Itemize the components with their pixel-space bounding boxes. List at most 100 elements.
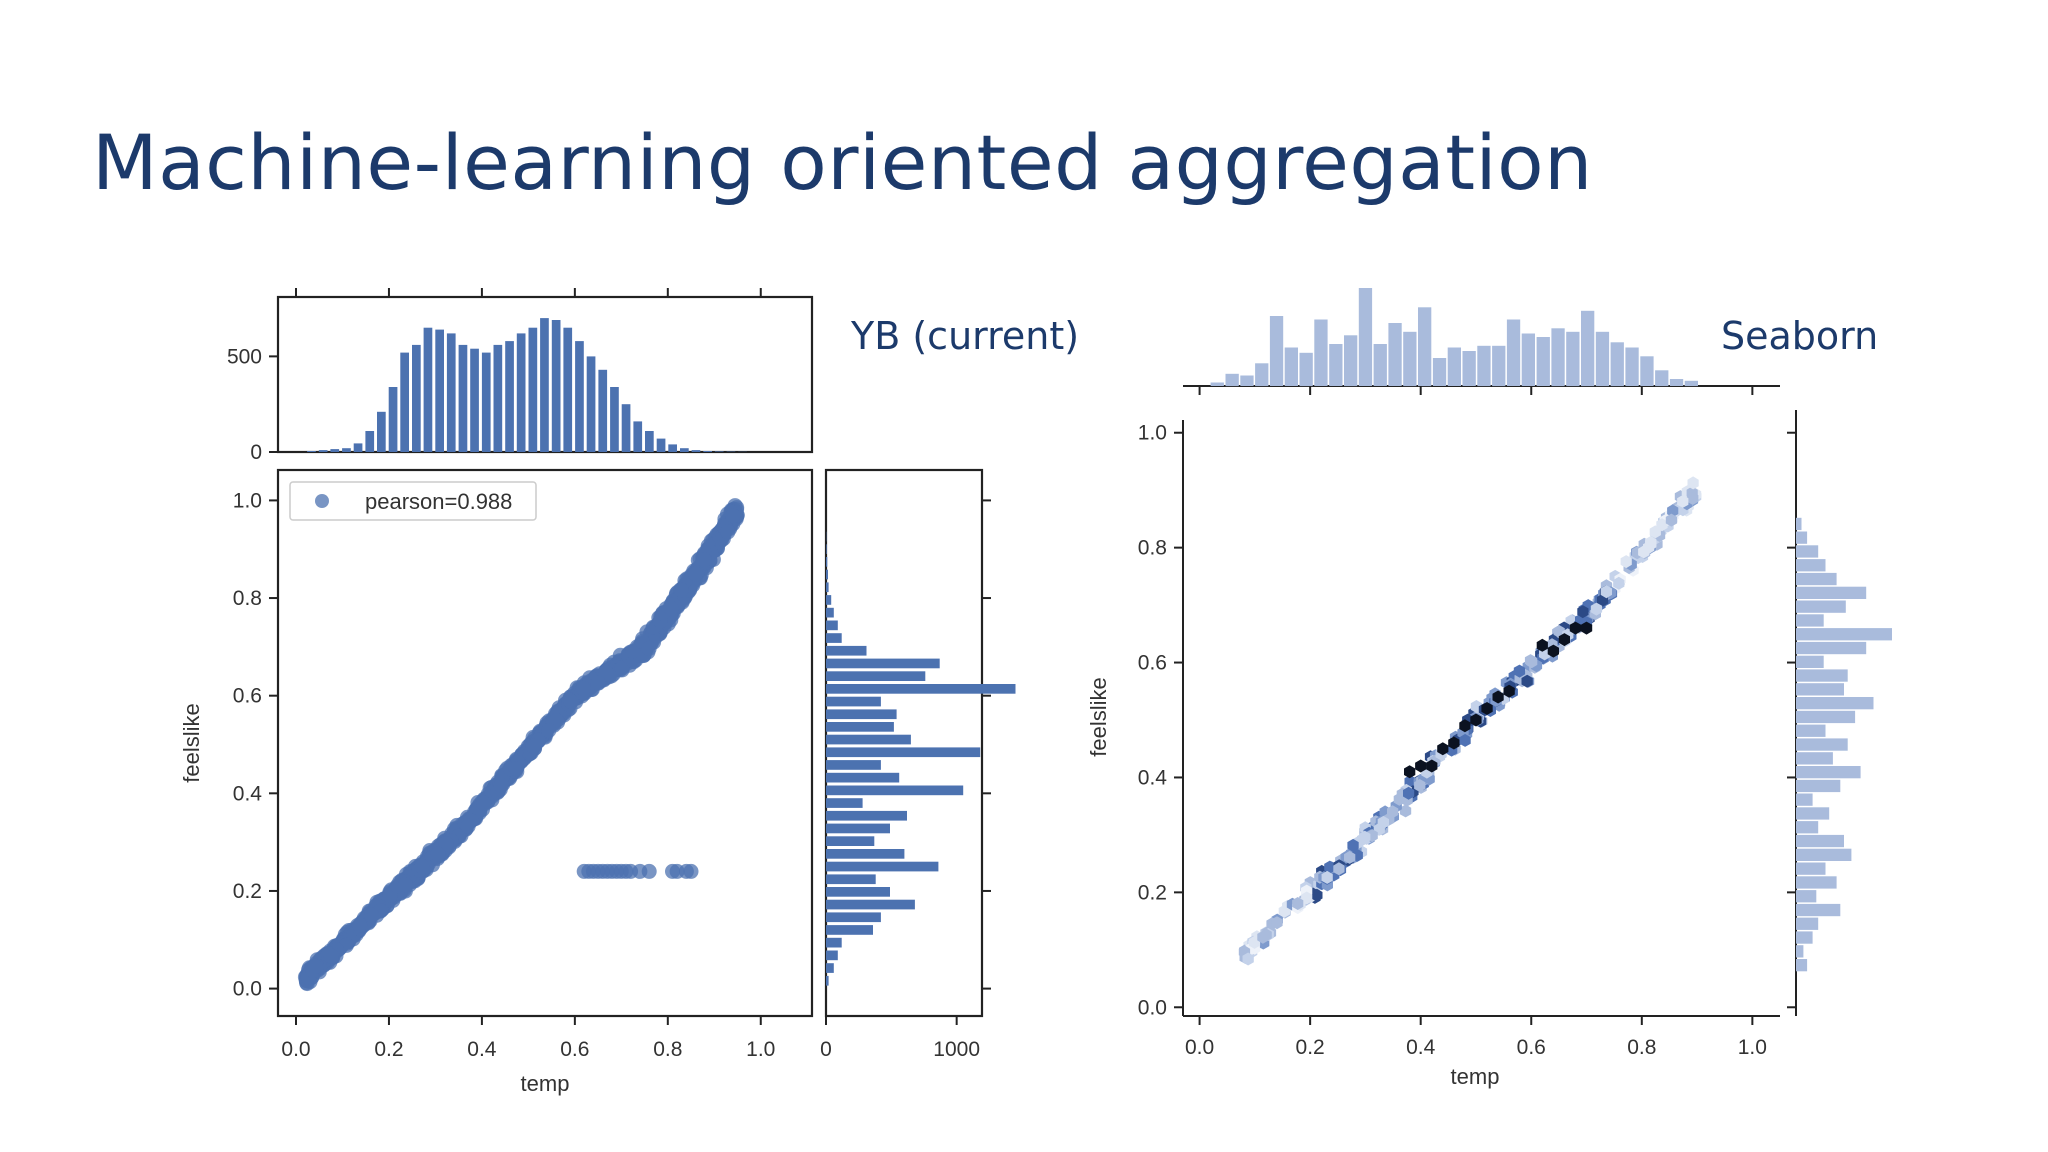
hexbin-cell-dense — [1569, 621, 1582, 635]
histogram-bar — [826, 607, 834, 618]
hexbin-cell-dense — [1404, 765, 1416, 779]
histogram-bar — [458, 344, 468, 452]
histogram-bar — [691, 450, 701, 452]
histogram-bar — [656, 438, 666, 452]
hexbin-cell — [1638, 545, 1650, 559]
hexbin-cell — [1301, 891, 1313, 905]
histogram-bar — [1796, 848, 1852, 861]
x-tick-label: 0.6 — [560, 1038, 589, 1061]
histogram-bar — [826, 912, 881, 923]
histogram-bar — [826, 582, 829, 593]
yb-joint-plot: 0.0 0.2 0.4 0.6 0.8 1.0 0.0 0.2 0.4 0.6 0.8 1.0 temp… — [179, 468, 814, 1096]
hexbin-cell — [1577, 605, 1589, 619]
histogram-bar — [446, 333, 456, 452]
hexbin-cell — [1321, 870, 1333, 884]
hexbin-cell — [1526, 655, 1538, 669]
histogram-bar — [318, 450, 328, 452]
scatter-point — [323, 948, 339, 964]
caption-yb-current: YB (current) — [851, 314, 1080, 358]
histogram-bar — [1796, 959, 1808, 972]
histogram-bar — [1358, 288, 1373, 386]
histogram-bar — [826, 887, 890, 897]
histogram-bar — [826, 798, 863, 808]
scatter-point — [430, 846, 446, 862]
x-tick-label: 0.6 — [1517, 1036, 1546, 1059]
x-tick-label: 0.2 — [374, 1038, 403, 1061]
x-axis-title: temp — [521, 1071, 570, 1096]
histogram-bar — [1669, 379, 1684, 386]
legend-box — [289, 481, 537, 521]
scatter-point — [720, 524, 736, 540]
histogram-bar — [1388, 323, 1402, 386]
histogram-bar — [1796, 600, 1846, 613]
histogram-bar — [400, 352, 409, 452]
scatter-point — [438, 836, 454, 852]
histogram-bar — [540, 318, 549, 452]
scatter-point — [688, 566, 704, 582]
hexbin-cell — [1260, 928, 1272, 942]
histogram-bar — [1796, 710, 1856, 724]
histogram-bar — [1344, 335, 1358, 387]
histogram-bar — [1796, 669, 1848, 682]
histogram-bar — [1796, 793, 1813, 806]
hexbin-cell — [1677, 494, 1689, 508]
histogram-bar — [1796, 862, 1826, 875]
hexbin-cell-dense — [1459, 719, 1471, 733]
hexbin-cell — [1656, 518, 1668, 532]
hexbin-cell — [1403, 786, 1415, 800]
y-axis-title: feelslike — [179, 703, 204, 782]
histogram-bar — [610, 387, 619, 452]
x-axis-title: temp — [1451, 1064, 1500, 1089]
histogram-bar — [1796, 655, 1824, 668]
scatter-point — [460, 818, 476, 834]
histogram-bar — [826, 810, 907, 821]
scatter-point — [364, 907, 380, 923]
scatter-point — [598, 665, 614, 680]
histogram-bar — [353, 443, 363, 452]
scatter-point-outlier — [641, 863, 657, 879]
histogram-bar — [826, 937, 842, 948]
histogram-bar — [826, 785, 964, 796]
hexbin-cell — [1513, 664, 1526, 678]
histogram-bar — [470, 348, 479, 452]
y-tick-label: 1.0 — [1138, 422, 1167, 445]
histogram-bar — [1551, 328, 1565, 387]
hexbin-cell — [1665, 513, 1678, 527]
hexbin-cell — [1292, 897, 1304, 910]
histogram-bar — [1462, 351, 1476, 386]
histogram-bar — [826, 557, 828, 567]
caption-seaborn: Seaborn — [1721, 314, 1879, 358]
hexbin-cell — [1324, 860, 1336, 874]
scatter-point — [414, 859, 430, 874]
histogram-bar — [826, 861, 939, 872]
histogram-bar — [826, 645, 867, 656]
scatter-point — [508, 761, 524, 777]
histogram-bar — [1329, 344, 1343, 386]
legend-label: pearson=0.988 — [365, 489, 512, 514]
histogram-bar — [1477, 345, 1491, 387]
histogram-bar — [1314, 319, 1328, 386]
scatter-point — [563, 694, 579, 710]
histogram-bar — [1684, 380, 1698, 387]
histogram-bar — [377, 411, 386, 452]
slide-title: Machine-learning oriented aggregation — [92, 118, 1593, 207]
hexbin-cell — [1600, 585, 1612, 599]
histogram-bar — [342, 448, 351, 452]
histogram-bar — [633, 421, 643, 452]
histogram-bar — [826, 849, 905, 859]
histogram-bar — [680, 448, 689, 452]
histogram-bar — [1625, 347, 1639, 386]
hexbin-cell-dense — [1558, 633, 1570, 647]
histogram-bar — [1796, 931, 1813, 944]
histogram-bar — [1796, 876, 1837, 889]
histogram-bar — [1796, 572, 1837, 586]
hexbin-cell — [1311, 888, 1323, 902]
histogram-bar — [1796, 683, 1844, 696]
histogram-bar — [412, 344, 421, 452]
histogram-bar — [1796, 821, 1819, 834]
histogram-bar — [1581, 310, 1595, 387]
y-tick-label: 0.0 — [233, 978, 262, 1001]
histogram-bar — [1566, 331, 1580, 387]
histogram-bar — [668, 444, 677, 452]
